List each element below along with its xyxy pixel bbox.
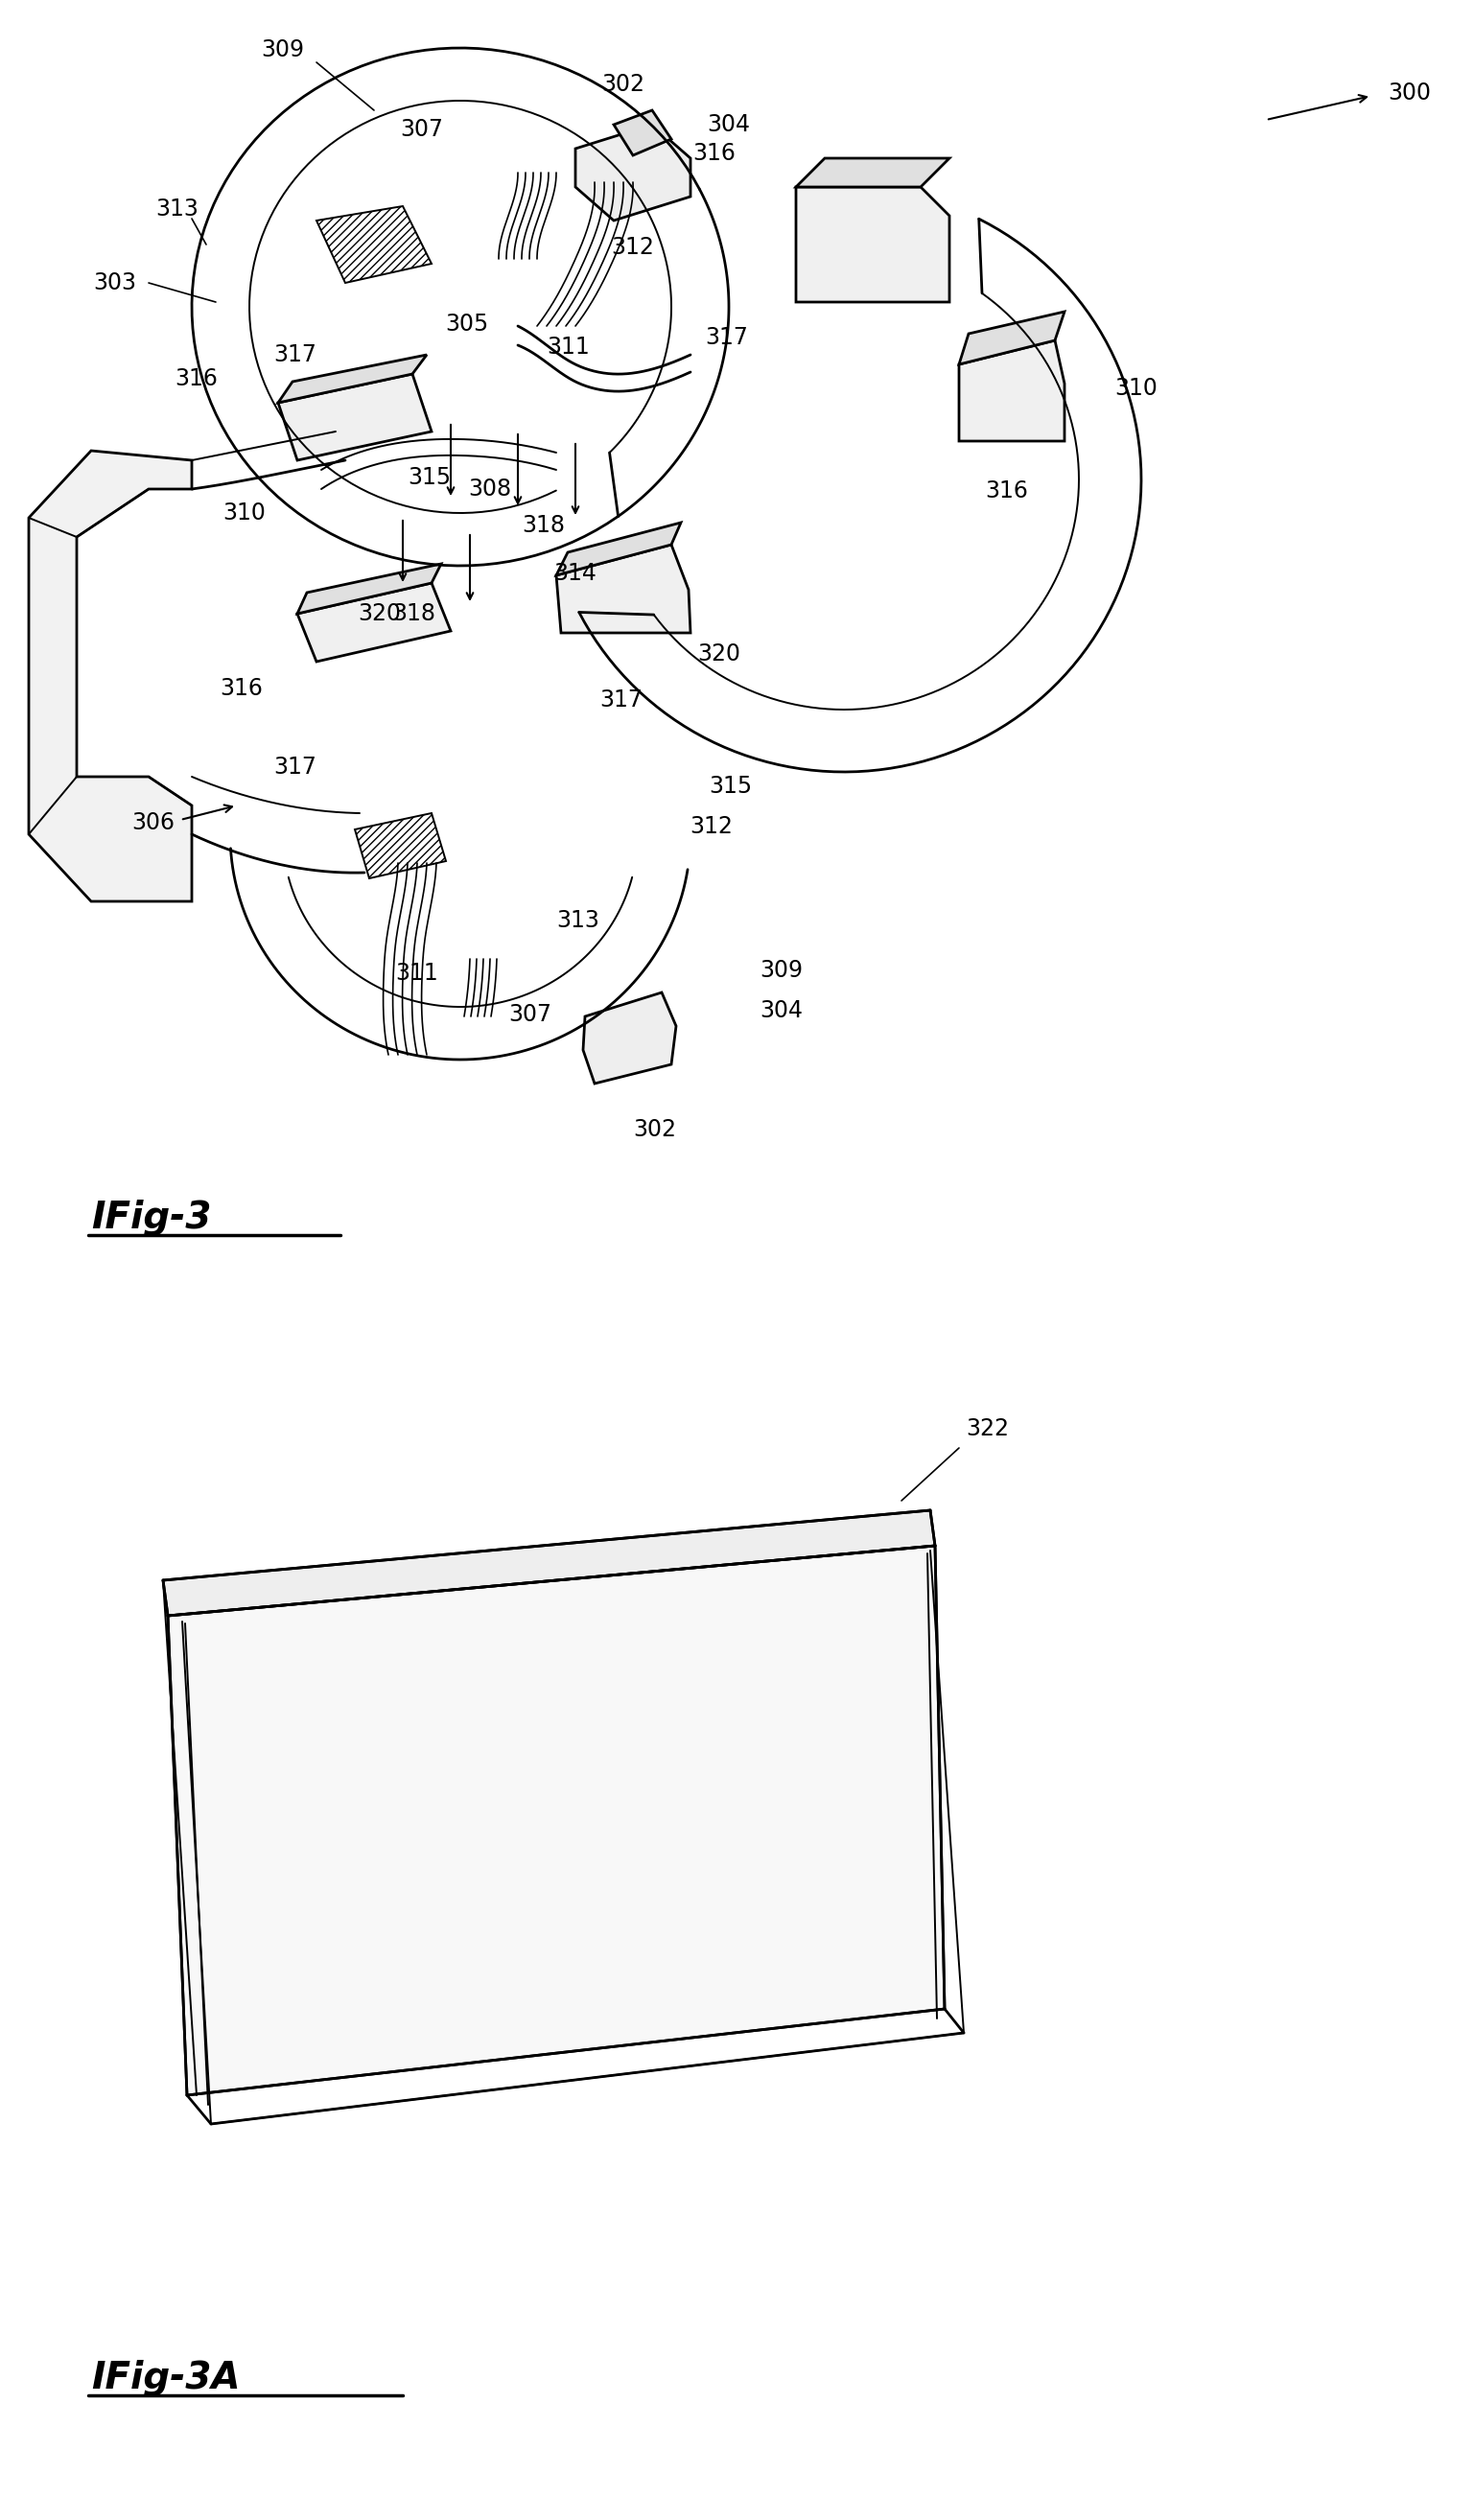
Text: IFig-3: IFig-3 — [91, 1200, 211, 1235]
Text: 312: 312 — [690, 814, 733, 839]
Text: 315: 315 — [408, 466, 451, 489]
Text: 311: 311 — [395, 963, 439, 985]
Polygon shape — [279, 373, 432, 461]
Text: 309: 309 — [261, 38, 305, 60]
Polygon shape — [317, 207, 432, 282]
Text: 314: 314 — [554, 562, 597, 585]
Polygon shape — [613, 111, 671, 156]
Polygon shape — [298, 564, 441, 615]
Polygon shape — [168, 1545, 945, 2094]
Text: 312: 312 — [612, 237, 654, 260]
Text: 318: 318 — [522, 514, 566, 537]
Text: 304: 304 — [761, 998, 803, 1023]
Polygon shape — [960, 340, 1064, 441]
Text: 316: 316 — [986, 479, 1029, 501]
Text: 300: 300 — [1389, 81, 1431, 103]
Text: 307: 307 — [509, 1003, 551, 1026]
Polygon shape — [575, 123, 690, 222]
Polygon shape — [298, 582, 451, 663]
Text: 317: 317 — [274, 343, 317, 365]
Text: 302: 302 — [634, 1119, 677, 1142]
Text: 318: 318 — [392, 602, 436, 625]
Text: 316: 316 — [693, 141, 736, 164]
Text: 305: 305 — [445, 312, 489, 335]
Text: 302: 302 — [601, 73, 646, 96]
Text: 306: 306 — [131, 811, 175, 834]
Polygon shape — [584, 993, 677, 1084]
Text: 317: 317 — [274, 756, 317, 779]
Text: 309: 309 — [761, 960, 803, 983]
Text: 313: 313 — [557, 910, 600, 932]
Text: 317: 317 — [600, 688, 643, 711]
Polygon shape — [796, 186, 949, 302]
Text: 315: 315 — [709, 774, 752, 799]
Polygon shape — [796, 159, 949, 186]
Text: 313: 313 — [156, 197, 199, 222]
Polygon shape — [164, 1509, 935, 1615]
Text: 304: 304 — [708, 113, 750, 136]
Text: 320: 320 — [358, 602, 401, 625]
Text: 320: 320 — [697, 643, 741, 665]
Text: 316: 316 — [220, 678, 264, 701]
Polygon shape — [556, 522, 681, 575]
Polygon shape — [355, 814, 447, 879]
Text: 303: 303 — [93, 272, 137, 295]
Text: 322: 322 — [965, 1416, 1010, 1441]
Text: 310: 310 — [1114, 378, 1159, 401]
Polygon shape — [164, 1509, 935, 1615]
Text: IFig-3A: IFig-3A — [91, 2359, 240, 2397]
Polygon shape — [29, 451, 192, 902]
Text: 310: 310 — [223, 501, 267, 524]
Text: 317: 317 — [706, 325, 749, 350]
Polygon shape — [960, 312, 1064, 365]
Text: 316: 316 — [175, 368, 218, 391]
Polygon shape — [279, 355, 427, 403]
Text: 308: 308 — [469, 476, 511, 501]
Text: 307: 307 — [401, 118, 444, 141]
Polygon shape — [556, 544, 690, 633]
Text: 311: 311 — [547, 335, 590, 358]
